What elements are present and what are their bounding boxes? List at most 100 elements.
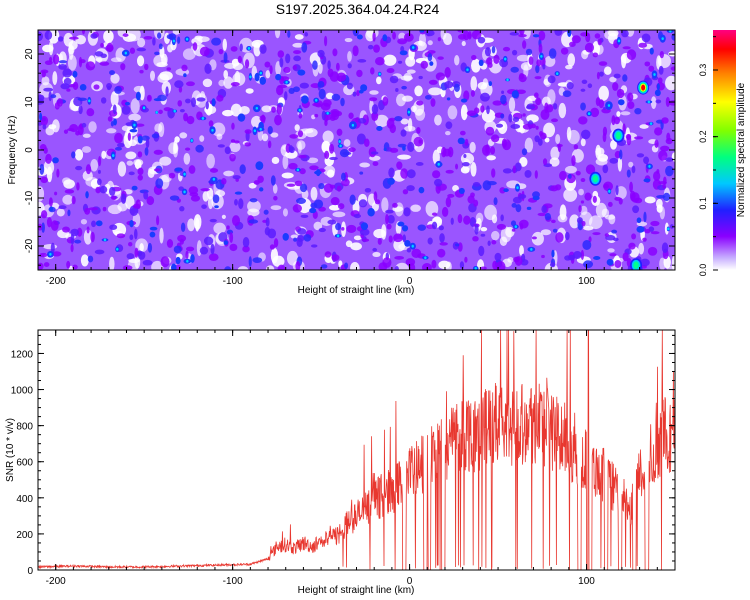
spectrogram-blob: [602, 164, 609, 174]
spectrogram-blob: [510, 124, 521, 130]
spectrogram-blob: [649, 47, 654, 55]
y-tick-label: 1000: [11, 386, 34, 397]
spectrogram-blob: [329, 116, 336, 121]
spectrogram-blob: [273, 195, 278, 201]
spectrogram-blob: [409, 263, 416, 270]
spectrogram-blob: [437, 162, 440, 166]
spectrogram-blob: [485, 144, 490, 154]
spectrogram-blob: [121, 105, 131, 115]
spectrogram-gap: [221, 214, 226, 220]
spectrogram-blob: [435, 72, 446, 81]
spectrogram-blob: [401, 85, 407, 90]
spectrogram-gap: [151, 260, 164, 270]
spectrogram-blob: [299, 183, 308, 193]
spectrogram-blob: [352, 30, 360, 37]
spectrogram-gap: [671, 255, 675, 270]
spectrogram-blob: [459, 130, 466, 136]
spectrogram-blob: [467, 195, 475, 204]
spectrogram-gap: [80, 254, 89, 267]
spectrogram-blob: [537, 212, 547, 217]
spectrogram-gap: [48, 41, 54, 56]
spectrogram-blob: [430, 98, 436, 107]
spectrogram-blob: [142, 259, 153, 266]
spectrogram-y-ticks: -20 -10 0 10 20: [24, 34, 675, 266]
spectrogram-blob: [126, 253, 135, 260]
spectrogram-blob: [211, 128, 214, 132]
spectrogram-blob: [514, 225, 518, 229]
spectrogram-blob: [480, 266, 487, 270]
spectrogram-blob: [336, 128, 343, 136]
spectrogram-blob: [191, 97, 197, 108]
spectrogram-blob: [168, 172, 176, 179]
spectrogram-blob: [603, 181, 614, 192]
spectrogram-blob: [552, 228, 558, 233]
spectrogram-blob: [587, 112, 591, 116]
spectrogram-gap: [581, 49, 589, 60]
spectrogram-blob: [385, 209, 394, 214]
spectrogram-gap: [607, 248, 615, 253]
spectrogram-blob: [203, 236, 214, 246]
spectrogram-gap: [507, 256, 514, 263]
spectrogram-blob: [387, 177, 395, 185]
spectrogram-gap: [540, 229, 552, 236]
spectrogram-blob: [113, 118, 117, 126]
snr-series-line: [38, 330, 675, 570]
spectrogram-blob: [445, 196, 452, 208]
spectrogram-blob: [550, 185, 559, 192]
spectrogram-blob: [144, 63, 149, 71]
spectrogram-blob: [300, 214, 309, 218]
spectrogram-blob: [658, 65, 664, 75]
spectrogram-gap: [519, 120, 524, 126]
spectrogram-blob: [611, 229, 618, 234]
x-tick-label: 100: [578, 576, 595, 587]
spectrogram-blob: [607, 104, 611, 107]
spectrogram-blob: [63, 77, 72, 86]
spectrogram-blob: [259, 76, 266, 85]
spectrogram-gap: [491, 230, 500, 241]
spectrogram-blob: [77, 97, 87, 102]
spectrogram-blob: [487, 62, 493, 69]
spectrogram-gap: [106, 128, 117, 134]
spectrogram-blob: [530, 247, 533, 251]
spectrogram-blob: [580, 249, 584, 260]
spectrogram-blob: [50, 94, 57, 99]
spectrogram-blob: [173, 109, 176, 113]
spectrogram-blob: [385, 213, 389, 225]
spectrogram-gap: [247, 208, 260, 217]
spectrogram-blob: [81, 122, 87, 128]
spectrogram-blob: [45, 153, 52, 164]
spectrogram-gap: [519, 156, 528, 167]
spectrogram-blob: [532, 195, 540, 201]
spectrogram-blob: [209, 168, 219, 173]
spectrogram-blob: [103, 238, 107, 242]
spectrogram-blob: [259, 115, 266, 122]
spectrogram-blob: [88, 207, 99, 211]
spectrogram-blob: [415, 161, 424, 166]
spectrogram-blob: [91, 220, 97, 228]
spectrogram-blob: [127, 132, 131, 141]
spectrogram-blob: [537, 138, 543, 146]
spectrogram-blob: [367, 207, 375, 217]
spectrogram-gap: [322, 130, 334, 144]
spectrogram-blob: [40, 176, 48, 184]
spectrogram-blob: [485, 126, 495, 136]
spectrogram-blob: [549, 262, 556, 268]
spectrogram-blob: [49, 56, 53, 62]
spectrogram-blob: [58, 205, 67, 210]
spectrogram-blob: [259, 71, 263, 75]
spectrogram-blob: [199, 246, 209, 255]
spectrogram-gap: [130, 98, 140, 114]
spectrogram-blob: [336, 185, 342, 192]
spectrogram-blob: [352, 45, 359, 57]
spectrogram-blob: [153, 98, 162, 102]
spectrogram-blob: [567, 30, 572, 38]
spectrogram-blob: [578, 205, 582, 213]
spectrogram-blob: [129, 47, 136, 54]
x-tick-label: 0: [407, 276, 413, 287]
spectrogram-gap: [332, 211, 346, 218]
spectrogram-blob: [400, 129, 407, 137]
y-tick-label: 20: [24, 48, 35, 60]
spectrogram-blob: [386, 223, 392, 230]
spectrogram-blob: [183, 73, 187, 78]
spectrogram-gap: [95, 57, 103, 62]
